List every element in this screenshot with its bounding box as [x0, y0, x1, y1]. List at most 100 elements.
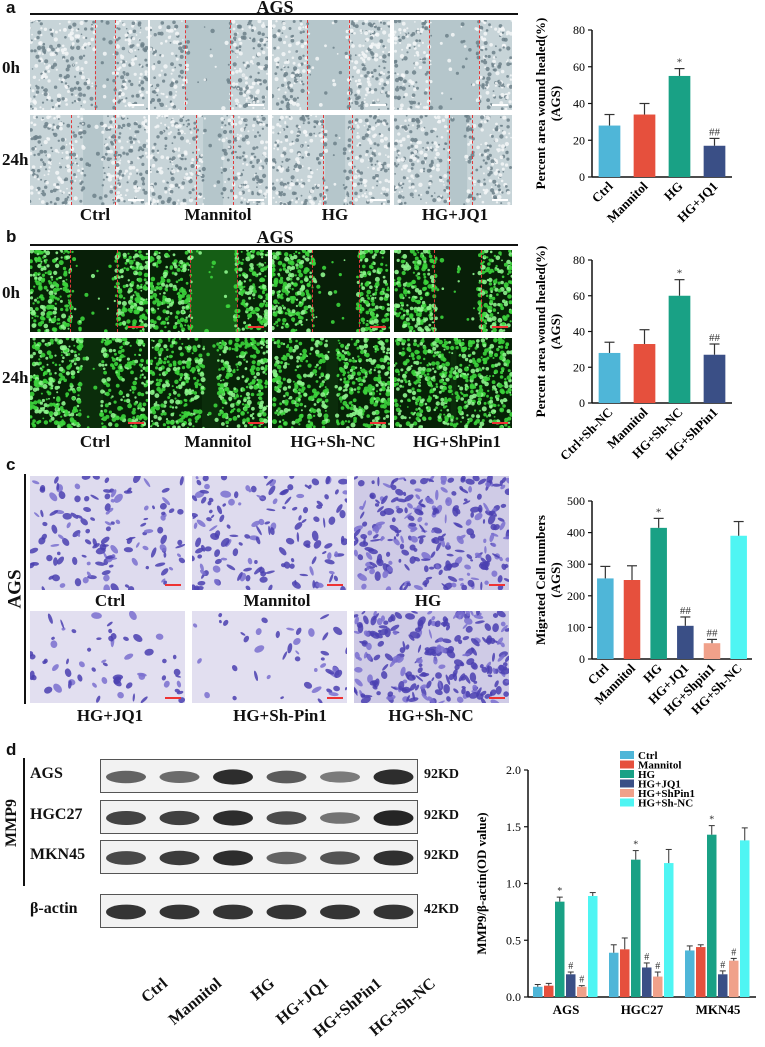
chart-a-bar-1 — [634, 115, 656, 177]
chart-d-bar-1-3 — [642, 967, 652, 997]
chart-b-sig-2: * — [677, 268, 683, 280]
chart-b-ylabel: Percent area wound healed(%) — [533, 246, 548, 418]
wound-edge-line — [449, 115, 450, 205]
chart-b-ytick-label: 20 — [573, 360, 585, 374]
chart-d-legend-label-5: HG+Sh-NC — [638, 798, 693, 810]
wound-edge-line — [352, 115, 353, 205]
chart-d-cat-0: AGS — [553, 1002, 580, 1017]
scale-bar — [248, 326, 264, 328]
blot-label-1: HGC27 — [30, 806, 82, 824]
panel-a-0h-1 — [150, 20, 268, 110]
blot-kd-3: 42KD — [424, 902, 459, 918]
panel-b-row-24h: 24h — [2, 368, 28, 388]
chart-a-bar-2 — [669, 76, 691, 177]
scale-bar — [248, 422, 264, 424]
chart-d-ytick-label: 1.0 — [506, 877, 521, 891]
chart-b-bar-2 — [669, 296, 691, 403]
wound-edge-line — [233, 115, 234, 205]
chart-d-sig: * — [557, 886, 562, 897]
chart-d-bar-0-1 — [544, 986, 554, 997]
chart-a-ytick-label: 40 — [573, 97, 585, 111]
chart-d-bar-1-5 — [664, 863, 674, 997]
wound-edge-line — [117, 250, 118, 332]
panel-b-24h-2 — [272, 338, 390, 428]
scale-bar — [492, 326, 508, 328]
panel-a-col-mannitol: Mannitol — [163, 205, 273, 225]
panel-a-24h-3 — [394, 115, 512, 205]
chart-a-ytick-label: 0 — [579, 170, 585, 184]
panel-b-24h-0 — [30, 338, 148, 428]
chart-b-bar-0 — [599, 353, 621, 403]
panel-b-0h-2 — [272, 250, 390, 332]
wound-edge-line — [190, 250, 191, 332]
panel-d-mmp9-label: MMP9 — [3, 799, 21, 847]
panel-a-col-hgjq1: HG+JQ1 — [400, 205, 510, 225]
chart-d-legend-swatch-5 — [620, 799, 634, 807]
chart-b-ytick-label: 60 — [573, 289, 585, 303]
chart-a-ytick-label: 60 — [573, 60, 585, 74]
blot-kd-1: 92KD — [424, 808, 459, 824]
blot-label-0: AGS — [30, 765, 63, 783]
panel-c-bot-2 — [354, 611, 509, 703]
chart-d-legend-swatch-3 — [620, 780, 634, 788]
chart-d-bar-0-2 — [555, 902, 565, 997]
chart-a-ytick-label: 80 — [573, 23, 585, 37]
panel-d-bar-chart: 0.00.51.01.52.0*##AGS*##HGC27*##MKN45Ctr… — [470, 745, 762, 1035]
chart-d-ylabel: MMP9/β-actin(OD value) — [474, 812, 489, 954]
blot-strip-0 — [100, 759, 418, 793]
chart-b-ytick-label: 40 — [573, 325, 585, 339]
chart-d-sig: # — [731, 947, 736, 958]
panel-c-top-0 — [30, 476, 185, 590]
wound-edge-line — [185, 20, 186, 110]
chart-c-ytick-label: 100 — [567, 620, 585, 634]
blot-label-3: β-actin — [30, 900, 78, 918]
panel-c-bot-hgshpin1: HG+Sh-Pin1 — [210, 706, 350, 726]
chart-c-bar-4 — [704, 643, 721, 659]
chart-c-bar-1 — [624, 580, 641, 659]
chart-d-bar-0-3 — [566, 974, 576, 997]
panel-b-col-hgshpin1: HG+ShPin1 — [392, 432, 522, 452]
panel-c-side-label: AGS — [5, 569, 27, 608]
chart-d-bar-0-0 — [533, 987, 543, 997]
chart-d-bar-1-2 — [631, 860, 641, 997]
chart-d-legend-swatch-2 — [620, 770, 634, 778]
chart-d-legend-swatch-4 — [620, 789, 634, 797]
chart-d-ytick-label: 2.0 — [506, 763, 521, 777]
panel-b-row-0h: 0h — [2, 283, 20, 303]
scale-bar — [492, 422, 508, 424]
chart-c-ylabel: Migrated Cell numbers — [533, 515, 548, 645]
chart-d-ytick-label: 1.5 — [506, 820, 521, 834]
panel-b-title: AGS — [240, 227, 310, 248]
chart-b-ytick-label: 80 — [573, 253, 585, 267]
scale-bar — [248, 199, 264, 201]
chart-d-legend-swatch-0 — [620, 751, 634, 759]
scale-bar — [489, 584, 505, 586]
panel-a-title: AGS — [240, 0, 310, 18]
scale-bar — [165, 697, 181, 699]
chart-d-sig: # — [644, 952, 649, 963]
chart-d-cat-1: HGC27 — [621, 1002, 664, 1017]
panel-a-col-ctrl: Ctrl — [50, 205, 140, 225]
chart-c-bar-5 — [730, 536, 747, 659]
scale-bar — [370, 199, 386, 201]
chart-c-bar-0 — [597, 578, 614, 659]
scale-bar — [128, 326, 144, 328]
panel-d-label: d — [6, 740, 16, 760]
chart-d-bar-2-3 — [718, 974, 728, 997]
chart-d-bar-2-2 — [707, 835, 717, 997]
chart-c-bar-2 — [650, 528, 667, 659]
panel-b-0h-1 — [150, 250, 268, 332]
chart-d-bar-1-1 — [620, 949, 630, 997]
panel-c-top-2 — [354, 476, 509, 590]
wound-edge-line — [472, 115, 473, 205]
panel-c-top-1 — [192, 476, 347, 590]
panel-b-24h-3 — [394, 338, 512, 428]
chart-c-sig-2: * — [656, 506, 662, 518]
scale-bar — [128, 199, 144, 201]
chart-d-sig: # — [720, 960, 725, 971]
blot-kd-2: 92KD — [424, 848, 459, 864]
wound-edge-line — [481, 250, 482, 332]
chart-a-ytick-label: 20 — [573, 133, 585, 147]
chart-c-ytick-label: 400 — [567, 526, 585, 540]
panel-c-bot-1 — [192, 611, 347, 703]
